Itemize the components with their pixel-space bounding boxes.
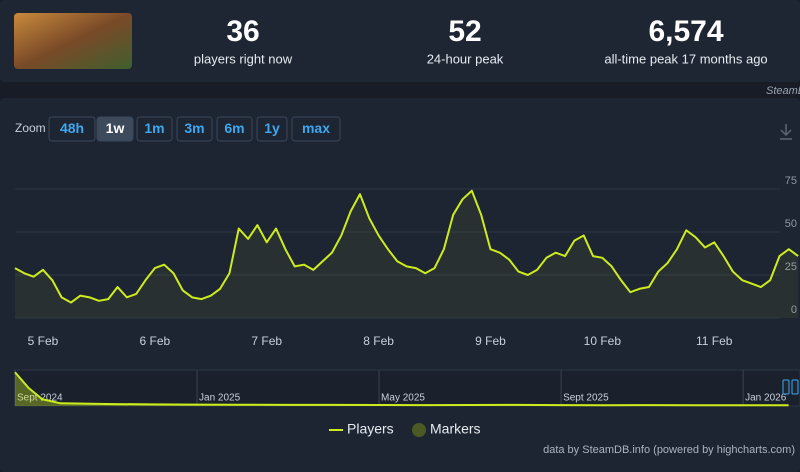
navigator-handle[interactable] — [791, 379, 799, 395]
zoom-button[interactable] — [136, 116, 173, 142]
x-tick-label: 8 Feb — [363, 334, 394, 348]
stat-label: 24-hour peak — [427, 51, 504, 66]
legend-label[interactable]: Markers — [430, 421, 481, 437]
y-tick-label: 75 — [785, 175, 797, 187]
x-tick-label: 6 Feb — [140, 334, 171, 348]
zoom-button[interactable] — [176, 116, 213, 142]
zoom-button-label[interactable]: 48h — [60, 120, 84, 136]
zoom-button-label[interactable]: 1m — [144, 120, 164, 136]
legend-label[interactable]: Players — [347, 421, 394, 437]
game-thumbnail — [14, 13, 132, 69]
x-tick-label: 10 Feb — [584, 334, 622, 348]
x-tick-label: 7 Feb — [251, 334, 282, 348]
zoom-label: Zoom — [15, 121, 46, 135]
legend-symbol — [412, 423, 426, 437]
credits[interactable]: data by SteamDB.info (powered by highcha… — [543, 444, 795, 456]
line — [14, 371, 789, 407]
zoom-button-label[interactable]: 3m — [184, 120, 204, 136]
stat-value: 52 — [448, 15, 481, 48]
y-tick-label: 0 — [791, 304, 797, 316]
stat-label: all-time peak 17 months ago — [604, 51, 767, 66]
zoom-button-label[interactable]: max — [302, 120, 330, 136]
navigator-tick-label: Jan 2026 — [745, 393, 787, 404]
zoom-button[interactable] — [96, 116, 134, 142]
download-icon[interactable] — [780, 124, 792, 140]
zoom-button-label[interactable]: 1y — [264, 120, 280, 136]
x-tick-label: 5 Feb — [28, 334, 59, 348]
navigator-handle[interactable] — [782, 379, 790, 395]
y-tick-label: 25 — [785, 261, 797, 273]
line — [14, 189, 799, 304]
navigator-tick-label: Jan 2025 — [199, 393, 241, 404]
stat-label: players right now — [194, 51, 293, 66]
stat-value: 6,574 — [648, 15, 723, 48]
navigator-tick-label: May 2025 — [381, 393, 425, 404]
zoom-button[interactable] — [48, 116, 96, 142]
watermark: SteamDB.info — [766, 85, 800, 97]
navigator-tick-label: Sept 2025 — [563, 393, 609, 404]
zoom-button[interactable] — [256, 116, 288, 142]
zoom-button-label[interactable]: 1w — [106, 120, 125, 136]
x-tick-label: 9 Feb — [475, 334, 506, 348]
x-tick-label: 11 Feb — [696, 334, 733, 348]
y-tick-label: 50 — [785, 218, 797, 230]
area-fill — [15, 190, 799, 318]
zoom-button[interactable] — [291, 116, 341, 142]
stats-panel — [0, 0, 800, 82]
stat-value: 36 — [226, 15, 259, 48]
zoom-button[interactable] — [216, 116, 253, 142]
zoom-button-label[interactable]: 6m — [224, 120, 244, 136]
